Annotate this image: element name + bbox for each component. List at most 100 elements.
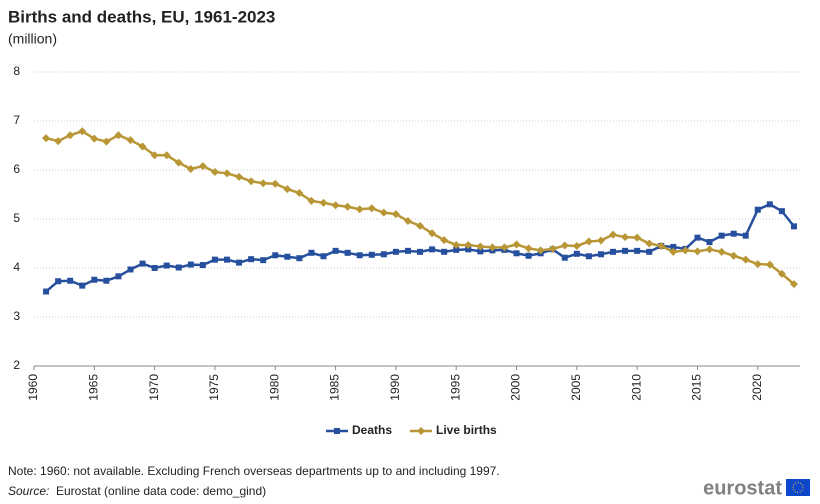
marker bbox=[198, 162, 207, 171]
x-tick-label: 1975 bbox=[207, 374, 221, 401]
marker bbox=[320, 253, 327, 260]
marker bbox=[259, 179, 268, 188]
marker bbox=[536, 246, 545, 255]
marker bbox=[476, 242, 485, 251]
marker bbox=[754, 206, 761, 213]
marker bbox=[344, 249, 351, 256]
marker bbox=[247, 177, 256, 186]
marker bbox=[560, 241, 569, 250]
marker bbox=[66, 131, 75, 140]
x-tick-label: 2010 bbox=[629, 374, 643, 401]
marker bbox=[355, 205, 364, 214]
legend-label: Live births bbox=[436, 423, 497, 437]
marker bbox=[417, 248, 424, 255]
marker bbox=[380, 251, 387, 258]
marker bbox=[307, 196, 316, 205]
marker bbox=[741, 255, 750, 264]
marker bbox=[670, 243, 677, 250]
marker bbox=[706, 239, 713, 246]
marker bbox=[513, 250, 520, 257]
marker bbox=[417, 427, 426, 435]
chart-subtitle: (million) bbox=[8, 31, 57, 47]
marker bbox=[633, 233, 642, 242]
marker bbox=[391, 210, 400, 219]
marker bbox=[572, 241, 581, 250]
marker bbox=[429, 246, 436, 253]
marker bbox=[464, 240, 473, 249]
marker bbox=[151, 265, 158, 271]
marker bbox=[186, 165, 195, 174]
marker bbox=[138, 142, 147, 151]
x-tick-label: 2020 bbox=[750, 374, 764, 401]
marker bbox=[187, 261, 194, 268]
marker bbox=[283, 185, 292, 194]
marker bbox=[403, 216, 412, 225]
marker bbox=[79, 282, 86, 289]
x-tick-label: 1960 bbox=[26, 374, 40, 401]
marker bbox=[356, 252, 363, 259]
marker bbox=[114, 131, 123, 140]
marker bbox=[211, 256, 218, 263]
marker bbox=[43, 288, 50, 295]
eu-flag bbox=[786, 479, 810, 496]
chart-title: Births and deaths, EU, 1961-2023 bbox=[8, 7, 275, 26]
marker bbox=[90, 134, 99, 143]
marker bbox=[597, 251, 604, 258]
marker bbox=[139, 260, 146, 267]
marker bbox=[126, 136, 135, 145]
marker bbox=[596, 236, 605, 245]
marker bbox=[174, 158, 183, 167]
marker bbox=[163, 262, 170, 269]
marker bbox=[465, 246, 472, 253]
marker bbox=[440, 236, 449, 245]
marker bbox=[308, 249, 315, 256]
marker bbox=[441, 248, 448, 255]
marker bbox=[669, 247, 678, 256]
x-tick-label: 1990 bbox=[388, 374, 402, 401]
marker bbox=[681, 246, 690, 255]
marker bbox=[199, 262, 206, 269]
y-tick-label: 3 bbox=[13, 309, 20, 323]
marker bbox=[585, 253, 592, 260]
marker bbox=[236, 259, 243, 266]
x-tick-label: 2015 bbox=[690, 374, 704, 401]
marker bbox=[332, 247, 339, 254]
marker bbox=[645, 239, 654, 248]
x-tick-label: 1995 bbox=[448, 374, 462, 401]
flag-stars bbox=[792, 481, 804, 494]
x-tick-label: 1965 bbox=[86, 374, 100, 401]
marker bbox=[646, 248, 653, 255]
marker bbox=[272, 252, 279, 259]
marker bbox=[224, 256, 231, 263]
y-tick-label: 6 bbox=[13, 162, 20, 176]
marker bbox=[392, 248, 399, 255]
marker bbox=[610, 248, 617, 255]
marker bbox=[524, 244, 533, 253]
marker bbox=[730, 230, 737, 237]
source-text: Eurostat (online data code: demo_gind) bbox=[56, 484, 266, 498]
marker bbox=[379, 208, 388, 217]
marker bbox=[778, 208, 785, 215]
marker bbox=[525, 252, 532, 259]
marker bbox=[67, 277, 74, 284]
source-label: Source: bbox=[8, 484, 49, 498]
marker bbox=[777, 269, 786, 278]
marker bbox=[428, 229, 437, 238]
marker bbox=[452, 240, 461, 249]
x-tick-label: 1980 bbox=[267, 374, 281, 401]
marker bbox=[694, 234, 701, 241]
marker bbox=[54, 137, 63, 146]
marker bbox=[271, 179, 280, 188]
x-tick-label: 2000 bbox=[509, 374, 523, 401]
marker bbox=[790, 223, 797, 230]
marker bbox=[477, 248, 484, 255]
marker bbox=[127, 266, 134, 273]
marker bbox=[223, 169, 232, 178]
x-tick-label: 1970 bbox=[147, 374, 161, 401]
marker bbox=[78, 127, 87, 136]
marker bbox=[766, 201, 773, 208]
y-tick-label: 4 bbox=[13, 260, 20, 274]
series-line bbox=[45, 129, 795, 286]
marker bbox=[500, 243, 509, 252]
